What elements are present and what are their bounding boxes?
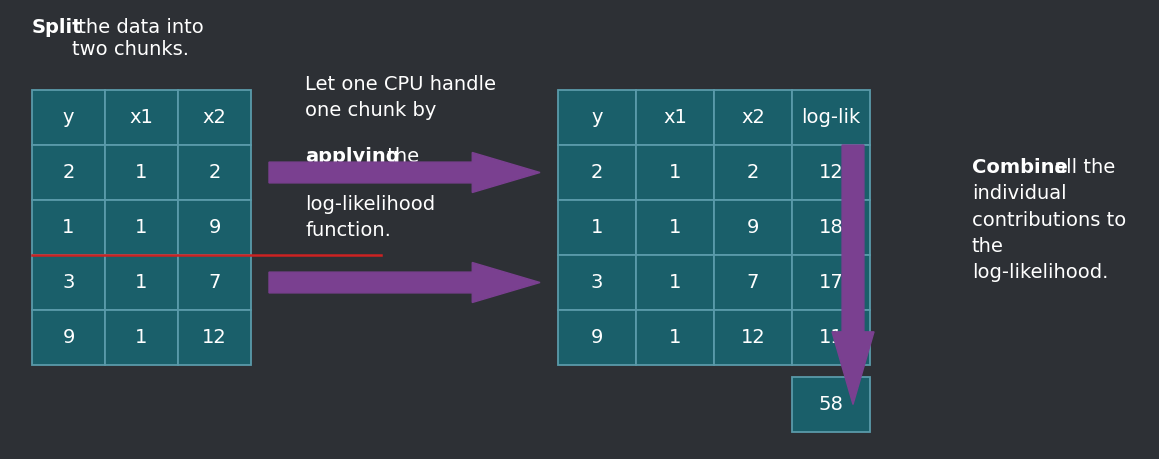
Text: 1: 1: [136, 163, 147, 182]
Text: 1: 1: [591, 218, 603, 237]
Polygon shape: [269, 263, 540, 302]
FancyBboxPatch shape: [557, 145, 636, 200]
Text: 1: 1: [136, 218, 147, 237]
FancyBboxPatch shape: [178, 310, 252, 365]
FancyBboxPatch shape: [792, 200, 870, 255]
FancyBboxPatch shape: [714, 310, 792, 365]
Text: 1: 1: [669, 218, 681, 237]
Text: x1: x1: [130, 108, 153, 127]
FancyBboxPatch shape: [557, 200, 636, 255]
FancyBboxPatch shape: [32, 145, 105, 200]
FancyBboxPatch shape: [636, 90, 714, 145]
Text: log-likelihood
function.: log-likelihood function.: [305, 195, 435, 241]
Text: log-lik: log-lik: [801, 108, 861, 127]
Text: 2: 2: [746, 163, 759, 182]
FancyBboxPatch shape: [105, 90, 178, 145]
FancyBboxPatch shape: [32, 255, 105, 310]
Text: Let one CPU handle
one chunk by: Let one CPU handle one chunk by: [305, 75, 496, 121]
Text: all the: all the: [1048, 158, 1115, 177]
FancyBboxPatch shape: [178, 255, 252, 310]
Text: 58: 58: [818, 395, 844, 414]
FancyBboxPatch shape: [636, 200, 714, 255]
Text: 12: 12: [818, 163, 844, 182]
FancyBboxPatch shape: [557, 90, 636, 145]
Text: 3: 3: [591, 273, 603, 292]
Text: 1: 1: [63, 218, 74, 237]
FancyBboxPatch shape: [557, 255, 636, 310]
FancyBboxPatch shape: [714, 90, 792, 145]
Text: 9: 9: [746, 218, 759, 237]
FancyBboxPatch shape: [792, 377, 870, 432]
Text: 1: 1: [136, 328, 147, 347]
Text: 9: 9: [591, 328, 603, 347]
Text: 9: 9: [209, 218, 220, 237]
Text: 1: 1: [669, 328, 681, 347]
FancyBboxPatch shape: [792, 310, 870, 365]
Polygon shape: [269, 152, 540, 192]
Text: y: y: [591, 108, 603, 127]
Text: Combine: Combine: [972, 158, 1067, 177]
FancyBboxPatch shape: [636, 255, 714, 310]
Text: 9: 9: [63, 328, 74, 347]
Text: 7: 7: [746, 273, 759, 292]
Text: 12: 12: [741, 328, 765, 347]
Text: x2: x2: [741, 108, 765, 127]
Text: y: y: [63, 108, 74, 127]
FancyBboxPatch shape: [557, 310, 636, 365]
FancyBboxPatch shape: [105, 310, 178, 365]
Text: 1: 1: [669, 273, 681, 292]
FancyBboxPatch shape: [792, 255, 870, 310]
Text: x2: x2: [203, 108, 226, 127]
Text: 2: 2: [591, 163, 603, 182]
FancyBboxPatch shape: [32, 90, 105, 145]
Text: Split: Split: [32, 18, 82, 37]
Text: 11: 11: [818, 328, 844, 347]
FancyBboxPatch shape: [178, 200, 252, 255]
Text: individual
contributions to
the
log-likelihood.: individual contributions to the log-like…: [972, 184, 1127, 282]
FancyBboxPatch shape: [714, 255, 792, 310]
Text: 1: 1: [669, 163, 681, 182]
Text: 18: 18: [818, 218, 844, 237]
Text: 2: 2: [63, 163, 74, 182]
Text: the data into
two chunks.: the data into two chunks.: [72, 18, 204, 59]
Text: x1: x1: [663, 108, 687, 127]
FancyBboxPatch shape: [32, 310, 105, 365]
FancyBboxPatch shape: [32, 200, 105, 255]
FancyBboxPatch shape: [105, 200, 178, 255]
FancyBboxPatch shape: [792, 145, 870, 200]
FancyBboxPatch shape: [178, 90, 252, 145]
Text: 12: 12: [202, 328, 227, 347]
FancyBboxPatch shape: [714, 200, 792, 255]
FancyBboxPatch shape: [105, 145, 178, 200]
Text: the: the: [381, 147, 420, 166]
Text: 7: 7: [209, 273, 220, 292]
FancyBboxPatch shape: [714, 145, 792, 200]
FancyBboxPatch shape: [178, 145, 252, 200]
Text: applying: applying: [305, 147, 400, 166]
FancyBboxPatch shape: [792, 90, 870, 145]
Text: 1: 1: [136, 273, 147, 292]
FancyBboxPatch shape: [636, 145, 714, 200]
Polygon shape: [832, 145, 874, 404]
Text: 17: 17: [818, 273, 844, 292]
Text: 2: 2: [209, 163, 220, 182]
FancyBboxPatch shape: [105, 255, 178, 310]
Text: 3: 3: [63, 273, 74, 292]
FancyBboxPatch shape: [636, 310, 714, 365]
